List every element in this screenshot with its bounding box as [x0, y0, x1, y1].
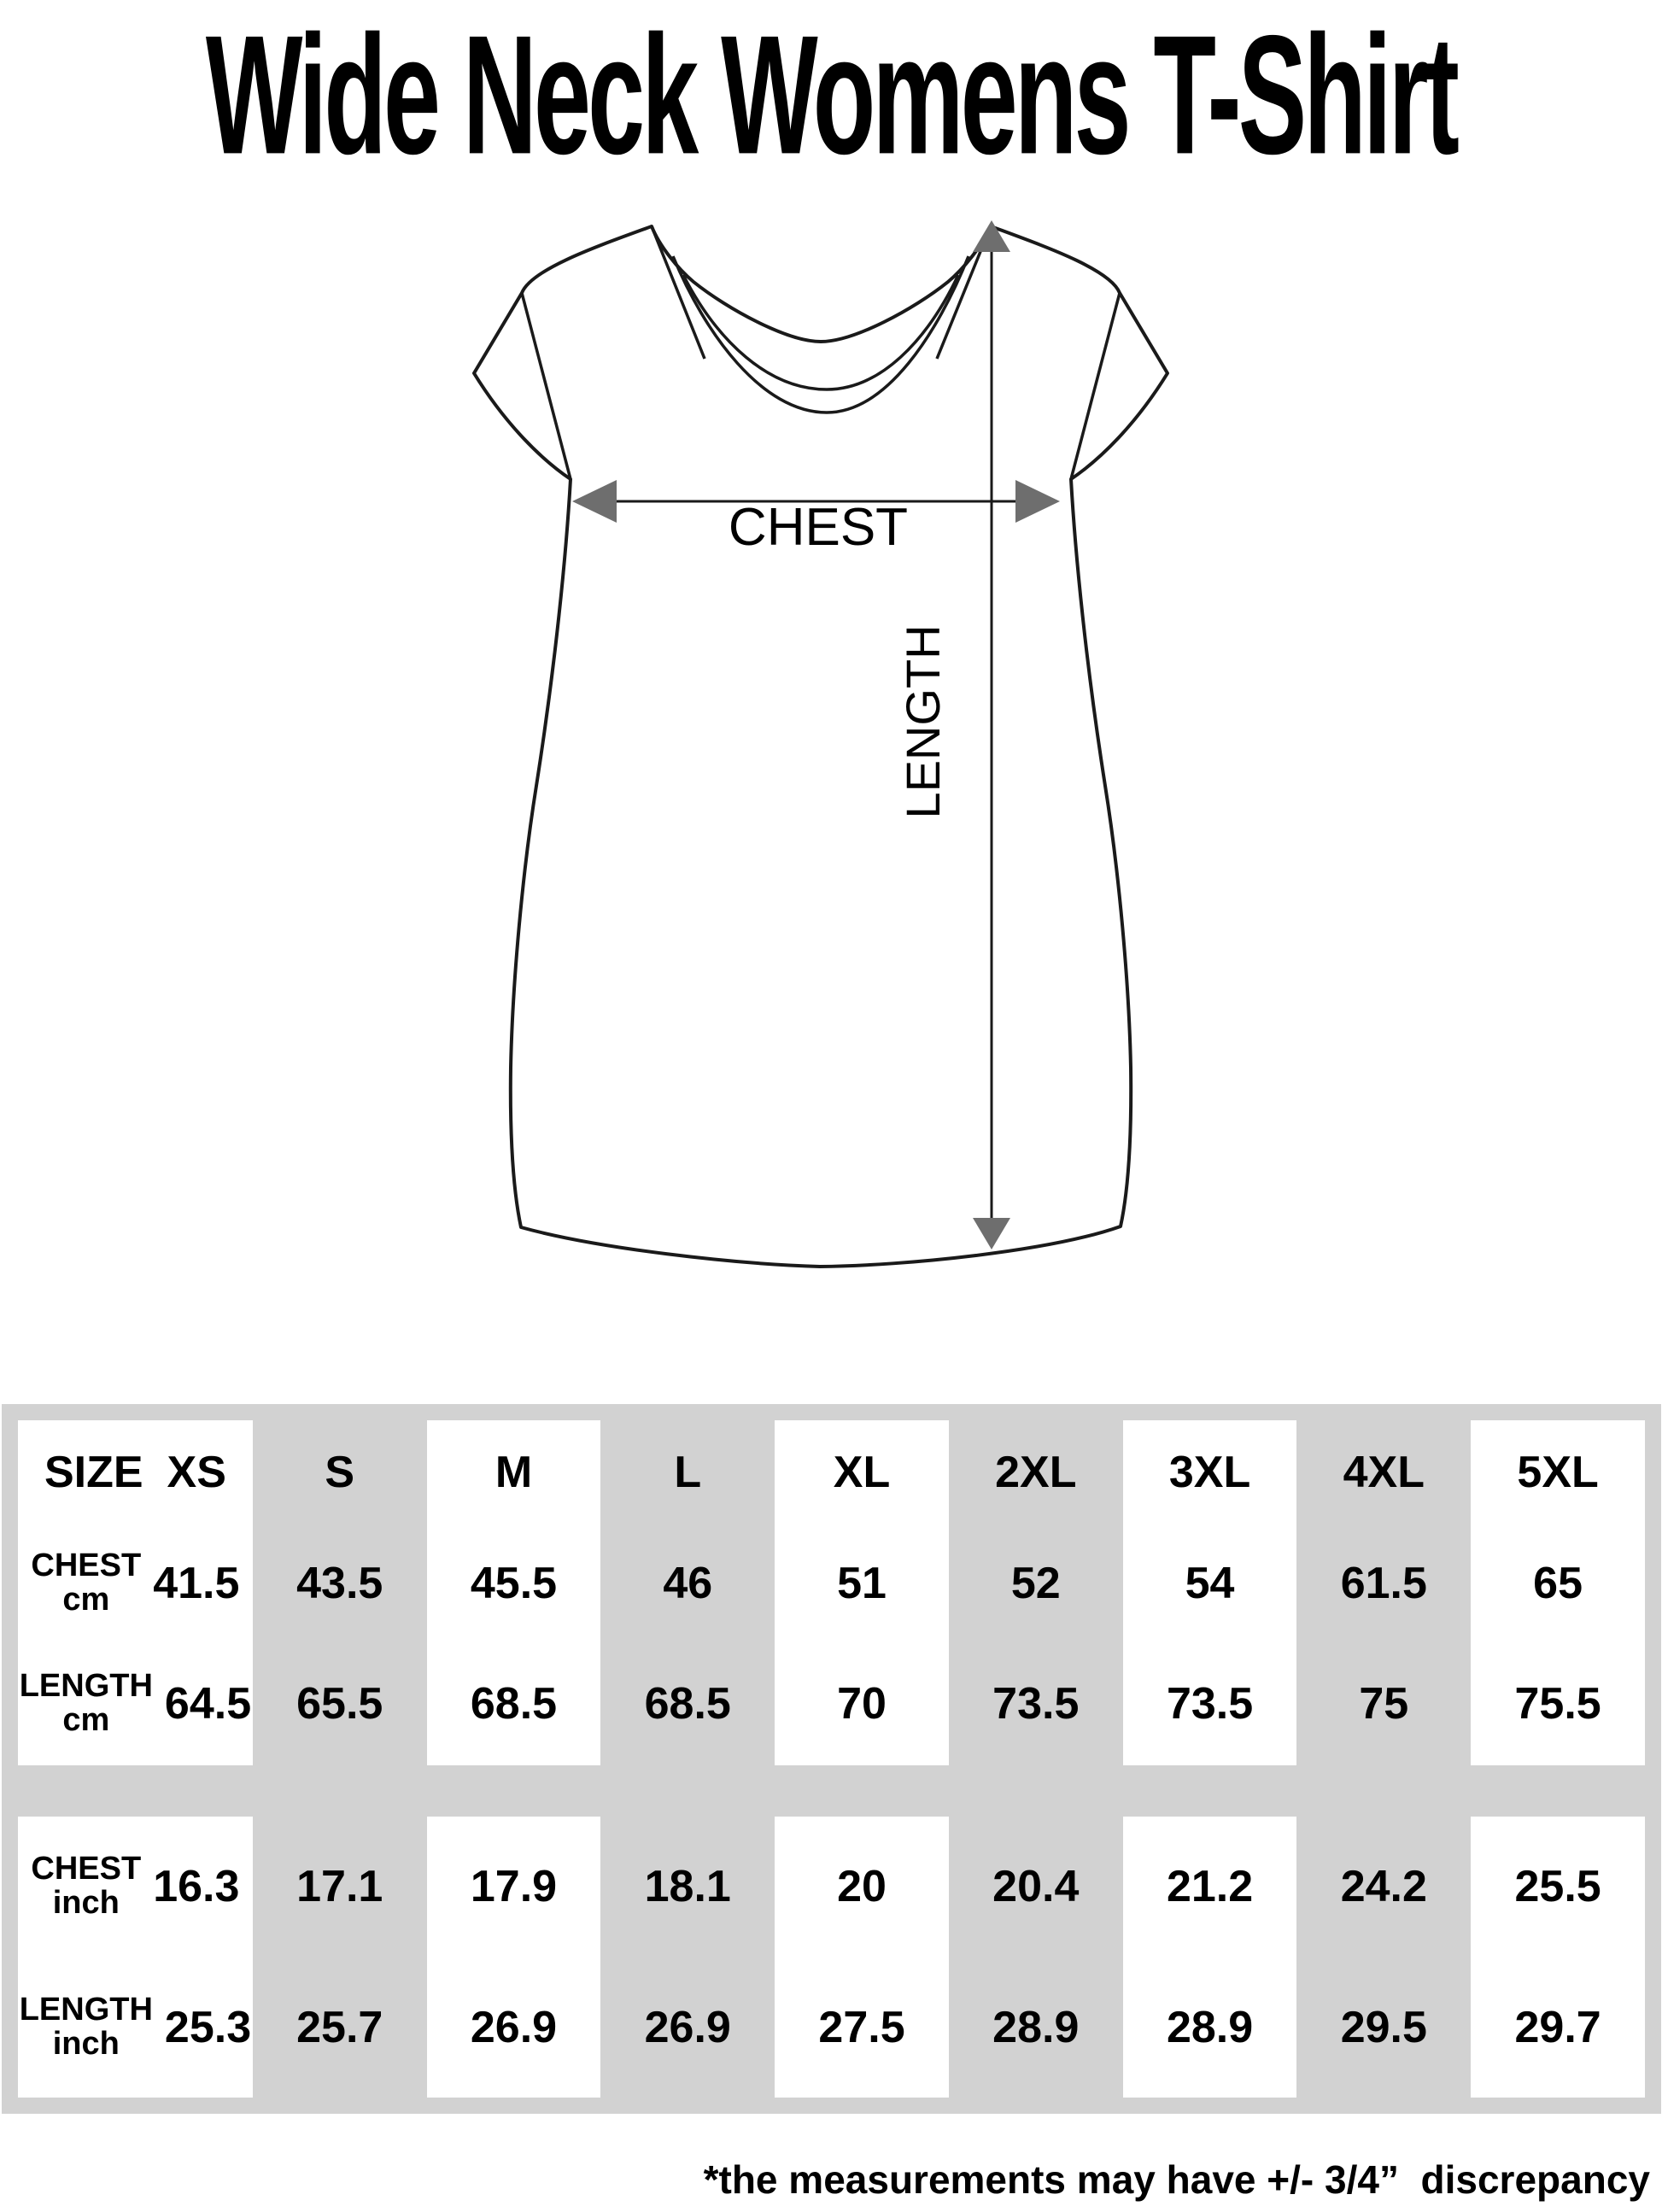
svg-text:LENGTH: LENGTH	[896, 624, 950, 818]
svg-text:CHEST: CHEST	[729, 498, 908, 557]
